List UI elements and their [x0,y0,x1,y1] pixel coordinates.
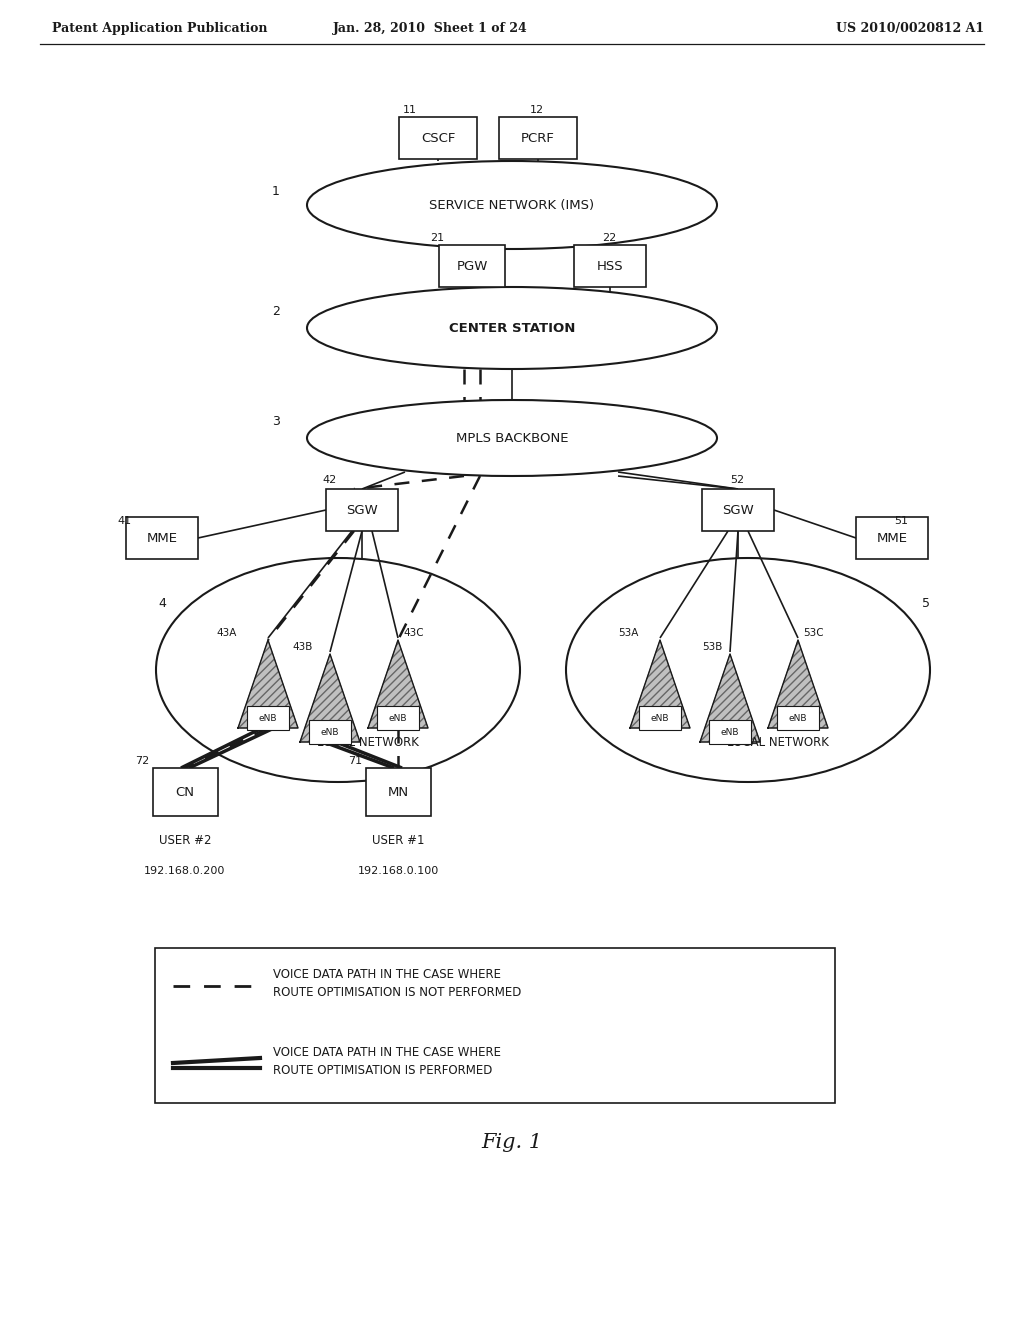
FancyBboxPatch shape [709,719,751,744]
Text: 43A: 43A [216,628,237,638]
Text: US 2010/0020812 A1: US 2010/0020812 A1 [836,22,984,36]
FancyBboxPatch shape [247,706,289,730]
Polygon shape [630,640,690,729]
Polygon shape [238,640,298,729]
Text: MME: MME [877,532,907,544]
Ellipse shape [566,558,930,781]
FancyBboxPatch shape [155,948,835,1104]
Text: HSS: HSS [597,260,624,272]
Text: LOCAL NETWORK: LOCAL NETWORK [317,735,419,748]
Text: 4: 4 [158,597,166,610]
Text: eNB: eNB [389,714,408,722]
Text: 5: 5 [922,597,930,610]
Text: 41: 41 [117,516,131,525]
Text: 22: 22 [602,234,616,243]
FancyBboxPatch shape [153,768,217,816]
FancyBboxPatch shape [499,117,577,158]
Polygon shape [700,653,760,742]
Text: eNB: eNB [650,714,670,722]
Text: MPLS BACKBONE: MPLS BACKBONE [456,432,568,445]
Text: 53B: 53B [702,642,722,652]
Ellipse shape [156,558,520,781]
Text: Fig. 1: Fig. 1 [481,1133,543,1151]
Polygon shape [300,653,360,742]
Text: eNB: eNB [321,727,339,737]
FancyBboxPatch shape [574,246,646,286]
Text: PGW: PGW [457,260,487,272]
Text: PCRF: PCRF [521,132,555,144]
FancyBboxPatch shape [126,517,198,558]
Text: VOICE DATA PATH IN THE CASE WHERE
ROUTE OPTIMISATION IS NOT PERFORMED: VOICE DATA PATH IN THE CASE WHERE ROUTE … [273,968,521,999]
Text: USER #1: USER #1 [372,834,424,847]
Text: 2: 2 [272,305,280,318]
Text: eNB: eNB [259,714,278,722]
Polygon shape [768,640,828,729]
Text: VOICE DATA PATH IN THE CASE WHERE
ROUTE OPTIMISATION IS PERFORMED: VOICE DATA PATH IN THE CASE WHERE ROUTE … [273,1045,501,1077]
Text: eNB: eNB [721,727,739,737]
Text: SGW: SGW [722,503,754,516]
Text: SERVICE NETWORK (IMS): SERVICE NETWORK (IMS) [429,198,595,211]
Ellipse shape [307,161,717,249]
FancyBboxPatch shape [399,117,477,158]
Text: SGW: SGW [346,503,378,516]
Text: 12: 12 [530,106,544,115]
Text: 53C: 53C [803,628,823,638]
FancyBboxPatch shape [309,719,351,744]
FancyBboxPatch shape [777,706,819,730]
Text: LOCAL NETWORK: LOCAL NETWORK [727,735,829,748]
Text: Patent Application Publication: Patent Application Publication [52,22,267,36]
Text: MME: MME [146,532,177,544]
Text: 21: 21 [430,234,444,243]
FancyBboxPatch shape [439,246,505,286]
Text: 53A: 53A [618,628,638,638]
Text: 72: 72 [135,756,150,766]
Text: 52: 52 [730,475,744,484]
FancyBboxPatch shape [702,488,774,531]
Text: 42: 42 [322,475,336,484]
Text: 192.168.0.200: 192.168.0.200 [144,866,225,876]
Text: 43B: 43B [292,642,312,652]
Ellipse shape [307,286,717,370]
Text: eNB: eNB [788,714,807,722]
Text: 3: 3 [272,414,280,428]
Text: 11: 11 [403,106,417,115]
Text: Jan. 28, 2010  Sheet 1 of 24: Jan. 28, 2010 Sheet 1 of 24 [333,22,527,36]
Text: 1: 1 [272,185,280,198]
Text: CENTER STATION: CENTER STATION [449,322,575,334]
Ellipse shape [307,400,717,477]
Text: 71: 71 [348,756,362,766]
Text: CSCF: CSCF [421,132,456,144]
FancyBboxPatch shape [366,768,430,816]
Text: 192.168.0.100: 192.168.0.100 [357,866,438,876]
FancyBboxPatch shape [639,706,681,730]
Text: USER #2: USER #2 [159,834,211,847]
Text: CN: CN [175,785,195,799]
Text: 51: 51 [894,516,908,525]
Text: 43C: 43C [403,628,424,638]
Polygon shape [368,640,428,729]
FancyBboxPatch shape [326,488,398,531]
Text: MN: MN [387,785,409,799]
FancyBboxPatch shape [377,706,419,730]
FancyBboxPatch shape [856,517,928,558]
